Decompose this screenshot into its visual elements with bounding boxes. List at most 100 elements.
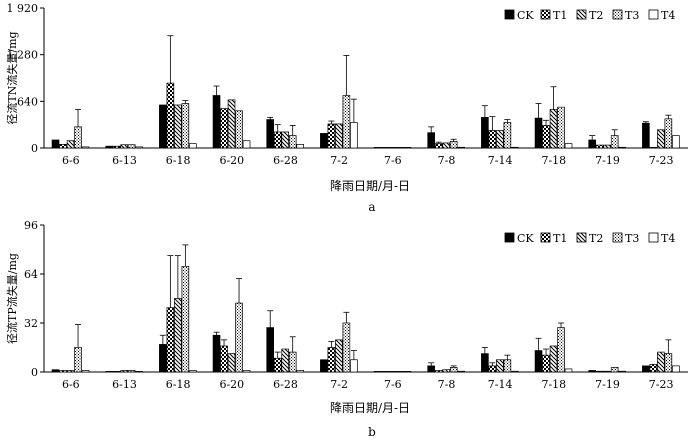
bar-T3-7-18 <box>557 106 565 149</box>
legend-item-CK: CK <box>504 9 534 22</box>
legend-swatch <box>612 9 623 20</box>
bar-T1-6-28 <box>273 357 282 373</box>
x-tick-label: 6-18 <box>166 154 191 167</box>
bar-T3-7-6 <box>396 147 404 149</box>
legend-swatch <box>648 9 659 20</box>
y-tick-label: 64 <box>24 268 38 281</box>
y-tick-label: 32 <box>24 317 38 330</box>
legend-item-T4: T4 <box>648 9 675 22</box>
bar-T3-6-18 <box>181 265 190 373</box>
bar-CK-7-18 <box>534 117 543 149</box>
legend-swatch <box>504 232 515 243</box>
bar-T4-7-8 <box>457 370 466 373</box>
legend-swatch <box>504 9 515 20</box>
legend-label: T1 <box>553 9 567 22</box>
legend-item-CK: CK <box>504 232 534 245</box>
bar-T4-6-6 <box>81 370 90 373</box>
bar-T2-7-8 <box>442 369 451 373</box>
legend-label: T4 <box>661 232 675 245</box>
bar-T3-6-6 <box>74 126 82 149</box>
x-tick-label: 7-14 <box>488 154 513 167</box>
bar-CK-7-18 <box>534 350 543 373</box>
bar-T4-7-23 <box>672 365 680 373</box>
bar-T1-6-13 <box>112 145 121 149</box>
legend-label: T4 <box>661 9 675 22</box>
x-tick-label: 7-23 <box>649 378 674 391</box>
bar-T4-6-6 <box>81 146 90 149</box>
bar-T2-7-8 <box>442 142 451 149</box>
bar-T2-7-6 <box>388 371 397 373</box>
bar-CK-6-28 <box>266 119 275 149</box>
bar-T2-7-23 <box>657 129 665 149</box>
x-tick-label: 6-13 <box>112 154 137 167</box>
bar-T3-6-6 <box>74 347 82 373</box>
bar-T3-7-8 <box>449 367 458 373</box>
bar-T4-6-18 <box>189 143 197 149</box>
legend-swatch <box>576 232 587 243</box>
bar-T2-7-14 <box>496 359 504 373</box>
bar-T4-6-20 <box>242 370 251 373</box>
legend-item-T1: T1 <box>540 232 567 245</box>
bar-T1-7-2 <box>327 123 336 149</box>
bar-T2-7-23 <box>657 351 665 373</box>
legend-swatch <box>612 232 623 243</box>
bar-T4-7-14 <box>511 146 519 149</box>
bar-T2-6-13 <box>120 144 129 149</box>
bar-CK-7-6 <box>373 147 382 149</box>
bar-T1-7-14 <box>488 365 497 373</box>
bar-T2-6-28 <box>281 131 290 149</box>
bar-T4-7-23 <box>672 135 680 149</box>
legend-item-T1: T1 <box>540 9 567 22</box>
bar-T2-6-6 <box>66 370 75 373</box>
bar-T1-7-8 <box>434 370 443 373</box>
x-tick-label: 6-28 <box>273 378 298 391</box>
y-axis-label: 径流TN流失量/mg <box>5 31 19 124</box>
bar-T4-6-28 <box>296 370 305 373</box>
bar-CK-7-8 <box>427 132 436 149</box>
x-tick-label: 6-20 <box>219 378 244 391</box>
bar-T2-7-2 <box>335 339 343 373</box>
legend-label: T1 <box>553 232 567 245</box>
legend-label: T3 <box>625 232 639 245</box>
x-tick-label: 7-14 <box>488 378 513 391</box>
chart-panel-b: 0 32 64 96 径流TP流失量/mg 6-6 6-13 6-18 6-20 6-28 7-2 7… <box>5 219 688 439</box>
bar-T4-7-18 <box>564 143 573 149</box>
x-tick-label: 6-6 <box>62 154 80 167</box>
x-tick-label: 7-2 <box>330 154 348 167</box>
bar-T3-7-8 <box>449 141 458 149</box>
bar-T1-7-23 <box>649 363 658 373</box>
bar-T4-7-19 <box>618 146 627 149</box>
bar-T3-7-14 <box>503 359 512 373</box>
y-tick-label: 1 920 <box>7 2 39 15</box>
bar-T1-6-18 <box>166 82 175 149</box>
legend-label: CK <box>517 232 534 245</box>
bar-T4-6-20 <box>242 140 251 149</box>
legend-item-T2: T2 <box>576 9 603 22</box>
bar-T3-7-14 <box>503 122 512 149</box>
bar-T3-6-20 <box>235 302 243 373</box>
bar-T1-7-2 <box>327 347 336 373</box>
bar-T1-6-28 <box>273 131 282 149</box>
bar-T1-6-20 <box>220 345 228 373</box>
legend-label: T2 <box>589 9 603 22</box>
bar-T1-7-23 <box>649 147 658 149</box>
panel-label: a <box>368 200 375 214</box>
bar-T4-7-14 <box>511 370 519 373</box>
bar-CK-7-23 <box>642 122 650 149</box>
panel-label: b <box>368 425 376 439</box>
bar-T1-6-6 <box>59 370 67 373</box>
x-tick-label: 7-6 <box>384 378 402 391</box>
bar-T4-6-13 <box>135 371 144 373</box>
bar-T2-6-6 <box>66 140 75 149</box>
bar-CK-6-6 <box>51 139 60 149</box>
bar-T4-7-2 <box>350 359 358 373</box>
bar-T4-6-13 <box>135 146 144 149</box>
bar-T3-7-18 <box>557 327 565 373</box>
bar-CK-7-2 <box>320 133 328 149</box>
bar-T2-7-2 <box>335 123 343 149</box>
bar-T3-7-2 <box>342 95 351 149</box>
bar-T4-6-18 <box>189 370 197 373</box>
bar-T3-7-23 <box>664 118 673 149</box>
bar-T4-7-2 <box>350 122 358 149</box>
